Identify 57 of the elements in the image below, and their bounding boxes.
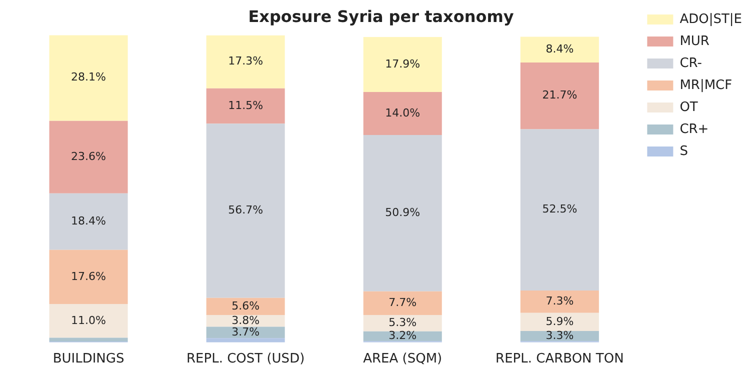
x-tick-label: AREA (SQM) <box>363 352 442 367</box>
bar <box>206 338 285 342</box>
bar <box>520 290 599 313</box>
data-label: 5.6% <box>232 299 260 312</box>
data-label: 17.6% <box>71 270 106 283</box>
data-label: 3.3% <box>546 328 574 342</box>
data-label: 21.7% <box>542 88 578 102</box>
bar <box>363 135 442 292</box>
legend-label: CR- <box>680 56 702 71</box>
data-label: 11.5% <box>228 98 264 112</box>
legend-label: CR+ <box>680 122 709 137</box>
bar <box>520 312 599 332</box>
legend-label: OT <box>680 100 698 115</box>
bar <box>363 315 442 332</box>
data-label: 18.4% <box>71 214 106 228</box>
legend-label: MR|MCF <box>680 78 732 93</box>
data-label: 52.5% <box>542 202 578 216</box>
data-label: 23.6% <box>71 150 106 164</box>
legend-label: MUR <box>680 34 710 49</box>
data-label: 17.9% <box>385 57 420 70</box>
bar <box>206 326 285 338</box>
data-label: 7.7% <box>388 296 417 310</box>
data-label: 28.1% <box>71 70 106 84</box>
data-label: 14.0% <box>385 106 420 120</box>
legend-label: ADO|ST|E <box>680 12 742 27</box>
bar <box>206 298 285 316</box>
data-label: 3.2% <box>388 329 417 342</box>
x-tick-label: REPL. COST (USD) <box>186 352 305 367</box>
bar <box>520 129 599 290</box>
x-tick-label: REPL. CARBON TON <box>496 352 624 367</box>
bar <box>49 120 128 194</box>
bar <box>49 193 128 250</box>
data-label: 56.7% <box>228 204 264 217</box>
legend-label: S <box>680 144 688 159</box>
bar <box>363 92 442 136</box>
bar <box>363 291 442 316</box>
data-label: 50.9% <box>385 206 420 220</box>
bar <box>49 338 128 342</box>
data-label: 3.7% <box>232 325 260 338</box>
bar <box>363 37 442 92</box>
bar <box>206 88 285 124</box>
bar <box>206 35 285 88</box>
x-tick-label: BUILDINGS <box>52 352 124 367</box>
bar <box>520 62 599 130</box>
bar <box>206 124 285 298</box>
chart-title: Exposure Syria per taxonomy <box>248 6 514 26</box>
data-label: 7.3% <box>546 294 574 308</box>
bar <box>49 35 128 121</box>
bar <box>49 250 128 304</box>
data-label: 11.0% <box>71 314 106 327</box>
data-label: 17.3% <box>228 54 264 68</box>
data-label: 5.9% <box>546 314 574 328</box>
data-label: 5.3% <box>388 316 417 330</box>
data-label: 3.8% <box>232 314 260 327</box>
data-label: 8.4% <box>546 42 574 56</box>
bar <box>49 304 128 338</box>
bar <box>520 36 599 63</box>
